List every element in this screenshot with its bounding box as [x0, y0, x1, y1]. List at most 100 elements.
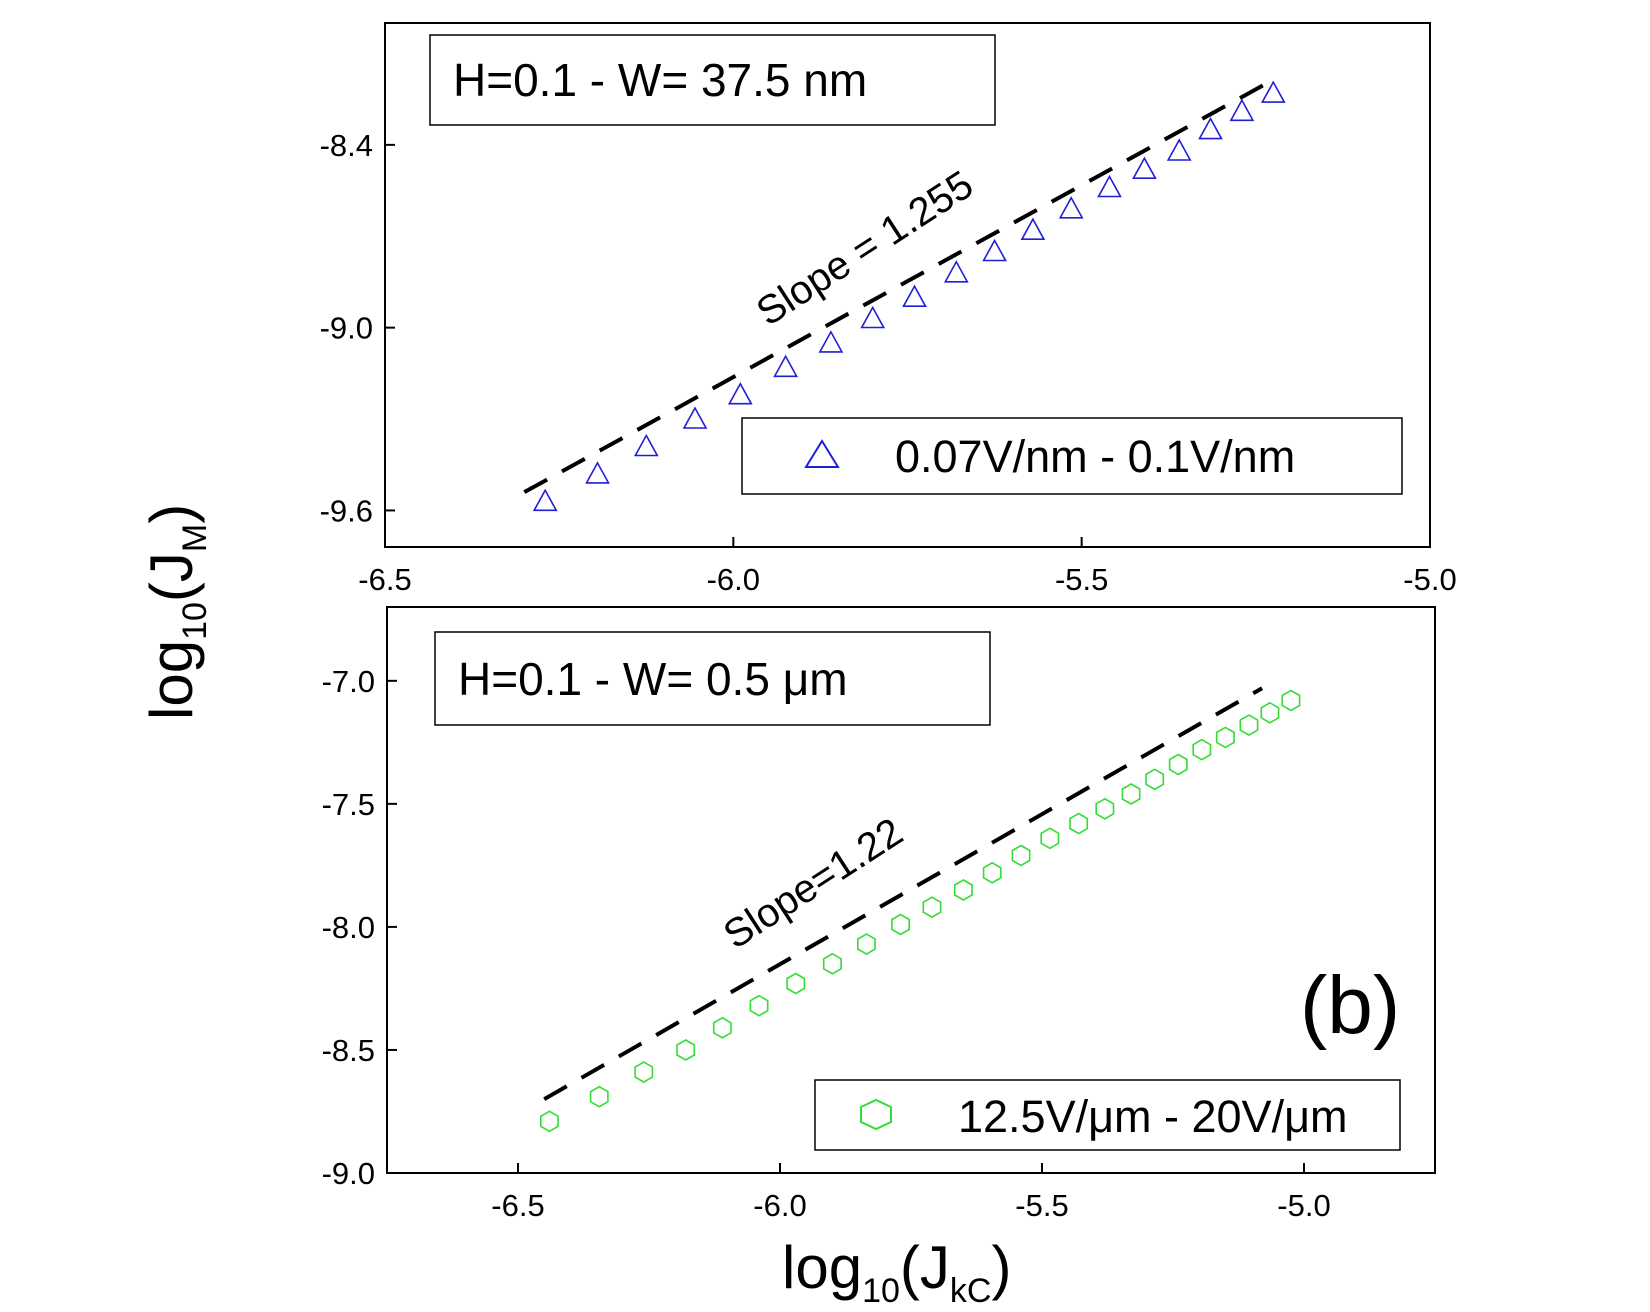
bottom-data-point	[1145, 768, 1165, 791]
bottom-legend-hexagon-icon	[860, 1098, 892, 1131]
top-data-point	[1166, 138, 1192, 161]
bottom-data-point	[1215, 726, 1235, 749]
top-data-point	[1097, 174, 1122, 198]
bottom-fit-line	[543, 686, 1264, 1101]
bottom-x-tick-label: -5.5	[1015, 1188, 1068, 1223]
bottom-data-point	[1239, 714, 1259, 737]
bottom-y-tick-label: -8.5	[322, 1033, 375, 1068]
bottom-data-point	[1168, 753, 1188, 776]
top-data-point	[1198, 116, 1223, 140]
bottom-data-point	[712, 1016, 732, 1039]
bottom-data-point	[589, 1085, 609, 1108]
bottom-panel: -6.5 -6.0 -5.5 -5.0 -7.0 -7.5 -8.0 -8.5 -9.0 H=0…	[322, 606, 1436, 1223]
top-data-point	[773, 354, 798, 378]
y-title-main: log	[138, 640, 205, 720]
bottom-plot-frame	[386, 606, 1436, 1174]
panel-label: (b)	[1300, 960, 1400, 1051]
top-data-point	[982, 238, 1007, 262]
bottom-data-point	[822, 952, 842, 975]
y-axis-title: log10(JM)	[138, 504, 214, 720]
bottom-y-tick-label: -9.0	[322, 1156, 375, 1191]
top-panel: -6.5 -6.0 -5.5 -5.0 -8.4 -9.0 -9.6 H=0.1 - W= …	[320, 22, 1457, 597]
top-y-tick-label: -9.6	[320, 493, 373, 528]
top-fit-line	[523, 76, 1278, 494]
top-data-point	[727, 382, 753, 405]
top-data-point	[633, 433, 659, 457]
bottom-data-point	[634, 1061, 654, 1084]
top-annotation-text: H=0.1 - W= 37.5 nm	[453, 54, 867, 106]
x-title-sub2: kC	[950, 1272, 992, 1310]
bottom-fit-line-group	[543, 686, 1264, 1101]
top-legend-box	[741, 417, 1403, 495]
top-data-point	[818, 330, 844, 353]
bottom-legend-box	[814, 1079, 1401, 1151]
bottom-data-points	[539, 689, 1301, 1133]
bottom-data-point	[1121, 783, 1141, 805]
top-data-point	[585, 461, 610, 484]
x-title-sub1: 10	[862, 1272, 900, 1310]
x-title-mid: (J	[900, 1234, 950, 1301]
top-data-point	[1058, 196, 1084, 219]
bottom-data-point	[922, 896, 942, 919]
bottom-data-point	[953, 879, 973, 901]
bottom-data-point	[1192, 738, 1212, 761]
bottom-data-point	[856, 933, 876, 956]
bottom-data-point	[982, 861, 1002, 884]
bottom-data-point	[749, 994, 769, 1017]
bottom-data-point	[1095, 797, 1115, 820]
bottom-annotation-unit: μm	[783, 653, 848, 705]
bottom-data-point	[1260, 701, 1280, 724]
top-slope-label: Slope = 1.255	[749, 163, 981, 335]
top-data-point	[1132, 156, 1157, 179]
top-legend-triangle-icon	[804, 439, 840, 468]
top-data-point	[860, 305, 886, 329]
top-x-tick-label: -6.0	[707, 562, 760, 597]
bottom-y-tick-label: -7.0	[322, 664, 375, 699]
top-data-point	[1260, 80, 1286, 103]
top-annotation-box	[429, 34, 996, 126]
bottom-data-point	[1011, 844, 1031, 867]
bottom-ticks: -6.5 -6.0 -5.5 -5.0 -7.0 -7.5 -8.0 -8.5 -9.0	[322, 664, 1331, 1223]
bottom-x-tick-label: -6.5	[491, 1188, 544, 1223]
bottom-x-tick-label: -5.0	[1277, 1188, 1330, 1223]
bottom-data-point	[539, 1110, 559, 1133]
bottom-legend-label: 12.5V/μm - 20V/μm	[958, 1091, 1348, 1142]
x-title-end: )	[991, 1234, 1011, 1301]
bottom-data-point	[1040, 827, 1060, 850]
top-data-point	[902, 284, 927, 308]
top-plot-frame	[384, 22, 1431, 548]
top-data-point	[682, 406, 708, 429]
y-title-mid: (J	[138, 552, 205, 602]
top-x-tick-label: -5.5	[1055, 562, 1108, 597]
bottom-slope-label: Slope=1.22	[716, 810, 911, 958]
y-title-end: )	[138, 504, 205, 524]
top-x-tick-label: -6.5	[358, 562, 411, 597]
bottom-data-point	[676, 1039, 696, 1061]
top-ticks: -6.5 -6.0 -5.5 -5.0 -8.4 -9.0 -9.6	[320, 128, 1457, 597]
x-axis-title: log10(JkC)	[782, 1234, 1011, 1310]
svg-text:log10(JM): log10(JM)	[138, 504, 214, 720]
bottom-data-point	[1281, 689, 1301, 712]
top-data-point	[532, 488, 558, 512]
top-data-point	[1020, 217, 1046, 240]
x-title-main: log	[782, 1234, 862, 1301]
top-x-tick-label: -5.0	[1403, 562, 1456, 597]
top-legend-label: 0.07V/nm - 0.1V/nm	[895, 431, 1295, 482]
bottom-annotation-text: H=0.1 - W= 0.5 μm	[458, 653, 848, 705]
top-data-point	[1229, 98, 1255, 122]
top-data-points	[532, 80, 1286, 512]
top-fit-line-group	[523, 76, 1278, 494]
y-title-sub1: 10	[176, 602, 214, 640]
bottom-data-point	[891, 913, 911, 936]
bottom-annotation-box	[434, 631, 991, 726]
bottom-data-point	[786, 972, 806, 995]
top-y-tick-label: -8.4	[320, 128, 373, 163]
bottom-data-point	[1069, 812, 1089, 835]
top-y-tick-label: -9.0	[320, 311, 373, 346]
bottom-x-tick-label: -6.0	[753, 1188, 806, 1223]
bottom-y-tick-label: -8.0	[322, 910, 375, 945]
y-title-sub2: M	[176, 524, 214, 552]
bottom-annotation-prefix: H=0.1 - W= 0.5	[458, 653, 783, 705]
bottom-y-tick-label: -7.5	[322, 787, 375, 822]
